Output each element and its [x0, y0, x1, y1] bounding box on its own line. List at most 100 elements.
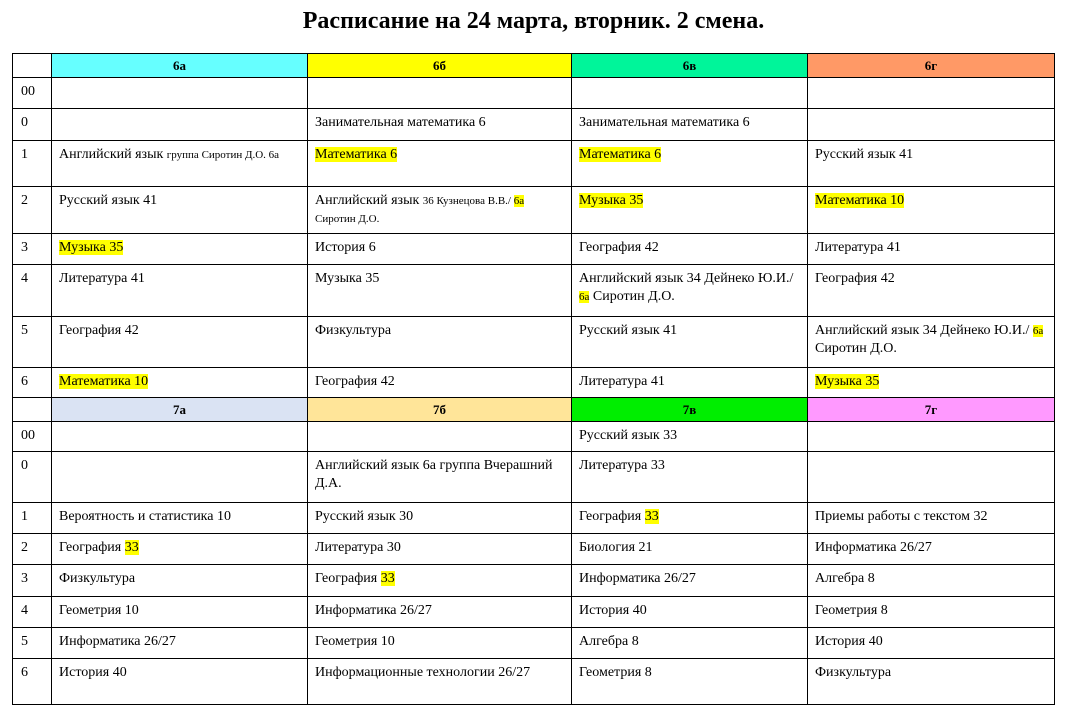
schedule-cell: Информатика 26/27	[307, 596, 572, 628]
schedule-cell: Литература 41	[571, 367, 808, 398]
schedule-cell: География 42	[51, 316, 308, 368]
schedule-cell: Физкультура	[807, 658, 1055, 705]
highlighted-text: 6а	[1032, 325, 1044, 337]
schedule-cell: Математика 10	[51, 367, 308, 398]
lesson-text: Вероятность и статистика 10	[59, 509, 231, 524]
schedule-cell: Физкультура	[51, 564, 308, 597]
lesson-text: История 40	[815, 634, 883, 649]
schedule-cell: Английский язык 34 Дейнеко Ю.И./ 6а Сиро…	[807, 316, 1055, 368]
schedule-cell: Музыка 35	[307, 264, 572, 317]
lesson-text: Русский язык 33	[579, 428, 678, 443]
lesson-text: Геометрия 8	[815, 603, 888, 618]
schedule-cell	[307, 77, 572, 109]
lesson-row: 1 Английский язык группа Сиротин Д.О. 6а М…	[12, 140, 1055, 187]
schedule-cell: Литература 41	[807, 233, 1055, 265]
lesson-text: Информатика 26/27	[315, 603, 432, 618]
lesson-row: 3 Музыка 35 История 6 География 42 Литератур…	[12, 233, 1055, 265]
schedule-cell: Физкультура	[307, 316, 572, 368]
lesson-row: 0 Английский язык 6а группа Вчерашний Д.А…	[12, 451, 1055, 503]
lesson-text: История 6	[315, 240, 376, 255]
schedule-cell	[807, 421, 1055, 452]
schedule-cell: Русский язык 30	[307, 502, 572, 534]
lesson-text: География	[59, 540, 125, 555]
schedule-cell: География 33	[307, 564, 572, 597]
schedule-cell: Биология 21	[571, 533, 808, 565]
schedule-cell: Английский язык 34 Дейнеко Ю.И./ 6а Сиро…	[571, 264, 808, 317]
class-header-6г: 6г	[807, 53, 1055, 78]
schedule-cell: Литература 33	[571, 451, 808, 503]
lesson-text: 36 Кузнецова В.В./	[422, 195, 514, 207]
lesson-text: География	[579, 509, 645, 524]
schedule-cell: История 40	[807, 627, 1055, 659]
lesson-text: Литература 30	[315, 540, 401, 555]
lesson-row: 5 Информатика 26/27 Геометрия 10 Алгебра 8 И…	[12, 627, 1055, 659]
lesson-text: Английский язык	[59, 147, 167, 162]
class-header-7б: 7б	[307, 397, 572, 422]
schedule-cell	[571, 77, 808, 109]
lesson-text: Информационные технологии 26/27	[315, 665, 531, 680]
lesson-number: 3	[12, 564, 52, 597]
lesson-row: 3 Физкультура География 33 Информатика 26/2…	[12, 564, 1055, 597]
lesson-text: Физкультура	[59, 571, 136, 586]
lesson-text: Музыка 35	[315, 271, 380, 286]
lesson-number: 00	[12, 421, 52, 452]
lesson-text: Геометрия 8	[579, 665, 652, 680]
schedule-cell: Английский язык 6а группа Вчерашний Д.А.	[307, 451, 572, 503]
schedule-cell: Геометрия 10	[51, 596, 308, 628]
lesson-number: 00	[12, 77, 52, 109]
corner-cell	[12, 53, 52, 78]
schedule-cell: География 42	[807, 264, 1055, 317]
schedule-cell: Алгебра 8	[807, 564, 1055, 597]
highlighted-text: Математика 10	[59, 374, 149, 389]
schedule-cell: Английский язык 36 Кузнецова В.В./ 6а Си…	[307, 186, 572, 234]
lesson-text: Английский язык 34 Дейнеко Ю.И./	[579, 271, 794, 286]
schedule-cell: Музыка 35	[51, 233, 308, 265]
schedule-cell: Литература 41	[51, 264, 308, 317]
schedule-cell: История 40	[51, 658, 308, 705]
schedule-cell: Математика 6	[307, 140, 572, 187]
schedule-cell: Информатика 26/27	[807, 533, 1055, 565]
lesson-number: 0	[12, 108, 52, 141]
schedule-cell: География 33	[51, 533, 308, 565]
lesson-text: География 42	[59, 323, 139, 338]
lesson-text: Литература 41	[815, 240, 901, 255]
class-header-6а: 6а	[51, 53, 308, 78]
lesson-text: Английский язык 6а группа Вчерашний Д.А.	[315, 458, 553, 491]
schedule-cell	[51, 421, 308, 452]
schedule-cell: География 33	[571, 502, 808, 534]
lesson-text: География 42	[579, 240, 659, 255]
lesson-number: 1	[12, 502, 52, 534]
schedule-cell: Вероятность и статистика 10	[51, 502, 308, 534]
lesson-row: 6 История 40 Информационные технологии 26/…	[12, 658, 1055, 705]
lesson-text: группа Сиротин Д.О. 6а	[166, 149, 280, 161]
schedule-cell: История 6	[307, 233, 572, 265]
lesson-text: История 40	[59, 665, 127, 680]
lesson-row: 1 Вероятность и статистика 10 Русский язык…	[12, 502, 1055, 534]
highlighted-text: 33	[380, 571, 395, 586]
schedule-cell: Занимательная математика 6	[571, 108, 808, 141]
lesson-text: Геометрия 10	[59, 603, 139, 618]
schedule-cell: Русский язык 41	[51, 186, 308, 234]
lesson-number: 5	[12, 627, 52, 659]
schedule-cell	[51, 451, 308, 503]
lesson-number: 6	[12, 367, 52, 398]
highlighted-text: Музыка 35	[59, 240, 124, 255]
highlighted-text: Математика 10	[815, 193, 905, 208]
schedule-cell: История 40	[571, 596, 808, 628]
highlighted-text: Музыка 35	[579, 193, 644, 208]
class-header-6в: 6в	[571, 53, 808, 78]
lesson-number: 2	[12, 533, 52, 565]
schedule-cell	[307, 421, 572, 452]
lesson-number: 6	[12, 658, 52, 705]
schedule-cell: Информационные технологии 26/27	[307, 658, 572, 705]
lesson-number: 4	[12, 264, 52, 317]
lesson-row: 5 География 42 Физкультура Русский язык 41 А…	[12, 316, 1055, 368]
schedule-cell: Музыка 35	[571, 186, 808, 234]
schedule-cell	[51, 77, 308, 109]
schedule-cell	[807, 451, 1055, 503]
lesson-text: Информатика 26/27	[579, 571, 696, 586]
schedule-cell: Русский язык 41	[807, 140, 1055, 187]
schedule-cell: Геометрия 8	[571, 658, 808, 705]
schedule-cell: Русский язык 41	[571, 316, 808, 368]
lesson-text: Информатика 26/27	[815, 540, 932, 555]
